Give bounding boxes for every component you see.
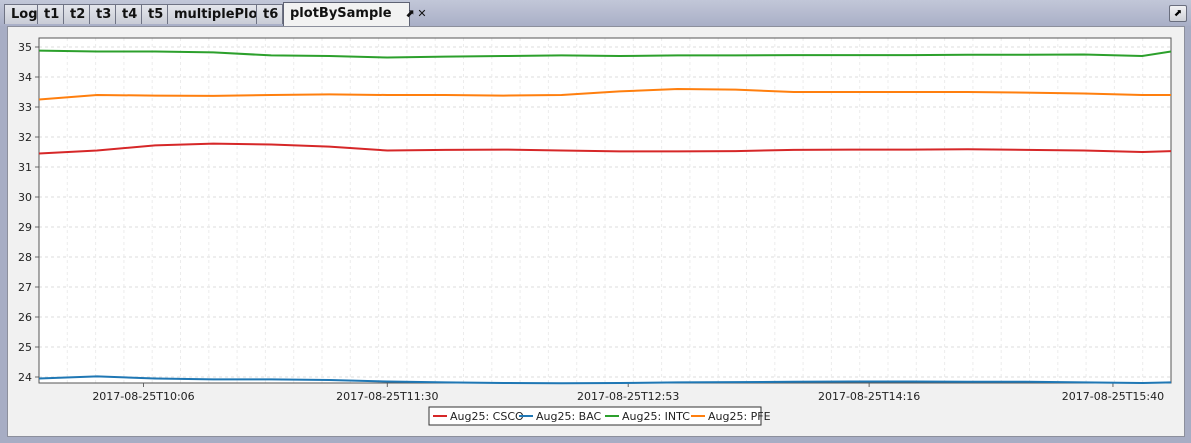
y-tick-label: 29	[18, 221, 32, 234]
series-line	[38, 375, 1172, 385]
x-tick-label: 2017-08-25T14:16	[818, 390, 920, 403]
tab-label: Log	[11, 7, 38, 22]
legend-entry: Aug25: BAC	[536, 410, 602, 423]
tab-label: t4	[122, 7, 138, 22]
x-tick-label: 2017-08-25T15:40	[1062, 390, 1164, 403]
tab-t1[interactable]: t1	[37, 4, 64, 24]
legend-entry: Aug25: CSCO	[450, 410, 524, 423]
tab-label: t3	[96, 7, 112, 22]
y-tick-label: 25	[18, 341, 32, 354]
line-chart[interactable]: 24 25 26 27 28 29 30 31 32 33 34 35 2017-08-25T10:06…	[8, 27, 1184, 436]
tab-t4[interactable]: t4	[115, 4, 142, 24]
legend-entry: Aug25: PFE	[708, 410, 771, 423]
tab-t5[interactable]: t5	[141, 4, 168, 24]
y-tick-label: 31	[18, 161, 32, 174]
tab-label: t2	[70, 7, 86, 22]
maximize-button[interactable]: ⬈	[1169, 5, 1187, 22]
tab-multipleplot[interactable]: multiplePlot	[167, 4, 264, 24]
tab-plotbysample[interactable]: plotBySample ⬈ ✕	[283, 2, 427, 26]
tab-log[interactable]: Log	[4, 4, 38, 24]
tab-label: multiplePlot	[174, 7, 264, 22]
tab-t6[interactable]: t6	[256, 4, 283, 24]
plot-area	[39, 38, 1171, 383]
y-tick-label: 30	[18, 191, 32, 204]
y-tick-label: 33	[18, 101, 32, 114]
plot-panel: 24 25 26 27 28 29 30 31 32 33 34 35 2017-08-25T10:06…	[7, 26, 1185, 437]
x-tick-label: 2017-08-25T11:30	[336, 390, 438, 403]
tab-label: t6	[263, 7, 279, 22]
series-line	[38, 142, 1172, 155]
close-icon[interactable]: ✕	[417, 7, 427, 20]
series-line	[38, 88, 1171, 101]
y-tick-label: 26	[18, 311, 32, 324]
tab-bar: Log t1 t2 t3 t4 t5 multiplePlot t6 plotB…	[0, 0, 1191, 26]
y-tick-label: 24	[18, 371, 32, 384]
x-tick-label: 2017-08-25T10:06	[92, 390, 194, 403]
popout-icon[interactable]: ⬈	[405, 7, 415, 20]
legend-entry: Aug25: INTC	[622, 410, 690, 423]
tab-t2[interactable]: t2	[63, 4, 90, 24]
tab-label: t5	[148, 7, 164, 22]
y-tick-label: 27	[18, 281, 32, 294]
tab-label: plotBySample	[290, 6, 392, 21]
popout-icon: ⬈	[1173, 8, 1183, 19]
x-tick-label: 2017-08-25T12:53	[577, 390, 679, 403]
series-line	[38, 49, 1172, 59]
tab-label: t1	[44, 7, 60, 22]
y-tick-label: 28	[18, 251, 32, 264]
y-tick-label: 34	[18, 71, 32, 84]
y-tick-label: 32	[18, 131, 32, 144]
tab-t3[interactable]: t3	[89, 4, 116, 24]
legend-box	[428, 406, 762, 426]
y-tick-label: 35	[18, 41, 32, 54]
